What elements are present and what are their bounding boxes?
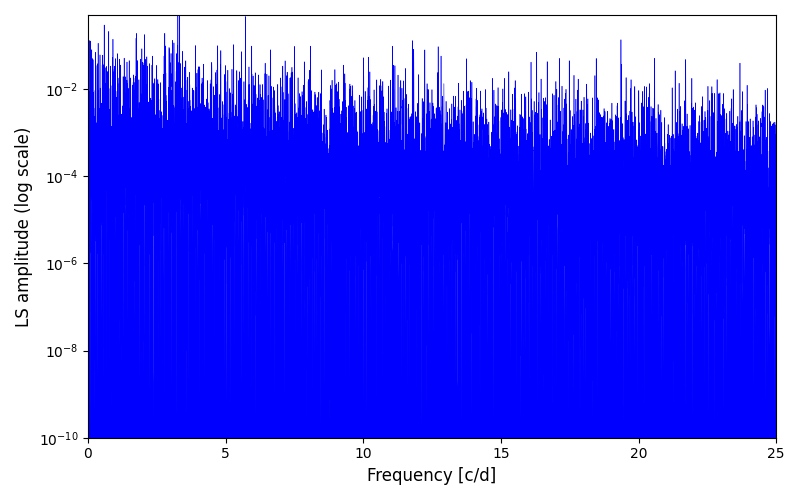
X-axis label: Frequency [c/d]: Frequency [c/d] [367,467,497,485]
Y-axis label: LS amplitude (log scale): LS amplitude (log scale) [15,126,33,326]
